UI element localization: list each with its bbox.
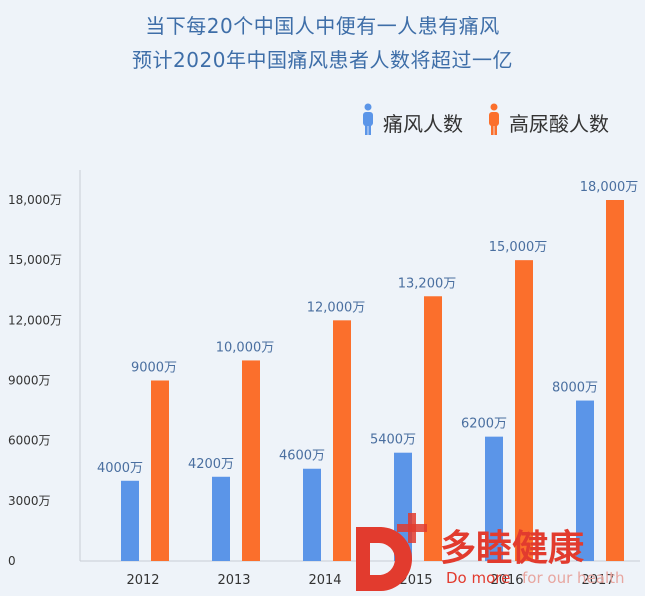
data-label-gout-2012: 4000万 — [97, 461, 143, 476]
axes: 0 3000万 6000万 9000万 12,000万 15,000万 18,000万 201… — [8, 170, 640, 588]
y-tick-label: 18,000万 — [8, 193, 62, 207]
bar-gout-2016 — [485, 436, 503, 561]
data-label-hyperuricemia-2014: 12,000万 — [307, 300, 366, 315]
person-icon — [363, 103, 373, 135]
bar-gout-2012 — [121, 480, 139, 561]
bar-hyperuricemia-2016 — [515, 260, 533, 561]
y-tick-label: 3000万 — [8, 494, 51, 508]
x-tick-label-2012: 2012 — [126, 573, 159, 588]
chart-title-line-2: 预计2020年中国痛风患者人数将超过一亿 — [132, 48, 513, 72]
data-label-hyperuricemia-2012: 9000万 — [131, 361, 177, 376]
data-label-hyperuricemia-2015: 13,200万 — [398, 276, 457, 291]
x-tick-label-2015: 2015 — [399, 573, 432, 588]
data-label-gout-2013: 4200万 — [188, 457, 234, 472]
logo-d-icon — [356, 527, 412, 591]
bar-gout-2013 — [212, 476, 230, 561]
x-tick-label-2013: 2013 — [217, 573, 250, 588]
data-labels: 4000万 9000万 4200万 10,000万 4600万 12,000万 5400万 1… — [97, 180, 638, 476]
x-tick-label-2016: 2016 — [490, 573, 523, 588]
logo-chinese-name: 多睦健康 — [440, 527, 584, 569]
y-tick-label: 12,000万 — [8, 313, 62, 327]
data-label-gout-2016: 6200万 — [461, 417, 507, 432]
bar-hyperuricemia-2012 — [151, 380, 169, 561]
y-tick-label: 9000万 — [8, 374, 51, 388]
chart-title-line-1: 当下每20个中国人中便有一人患有痛风 — [145, 14, 500, 38]
bar-gout-2014 — [303, 468, 321, 561]
bar-hyperuricemia-2014 — [333, 320, 351, 561]
y-tick-label: 6000万 — [8, 434, 51, 448]
legend-label-hyperuricemia: 高尿酸人数 — [509, 112, 609, 136]
data-label-gout-2017: 8000万 — [552, 381, 598, 396]
data-label-gout-2014: 4600万 — [279, 449, 325, 464]
x-tick-label-2014: 2014 — [308, 573, 341, 588]
logo-slogan-2: for our health — [522, 569, 625, 587]
bar-gout-2017 — [576, 400, 594, 561]
data-label-hyperuricemia-2017: 18,000万 — [580, 180, 639, 195]
legend-label-gout: 痛风人数 — [383, 112, 463, 136]
data-label-hyperuricemia-2013: 10,000万 — [216, 340, 275, 355]
legend: 痛风人数 高尿酸人数 — [363, 103, 609, 136]
data-label-gout-2015: 5400万 — [370, 433, 416, 448]
bar-hyperuricemia-2017 — [606, 200, 624, 561]
y-tick-label: 15,000万 — [8, 253, 62, 267]
logo-slogan-1: Do more — [446, 569, 510, 587]
y-tick-label: 0 — [8, 554, 16, 568]
bar-hyperuricemia-2015 — [424, 296, 442, 561]
bars — [121, 200, 624, 561]
person-icon — [489, 103, 499, 135]
data-label-hyperuricemia-2016: 15,000万 — [489, 240, 548, 255]
x-tick-label-2017: 2017 — [581, 573, 614, 588]
bar-hyperuricemia-2013 — [242, 360, 260, 561]
